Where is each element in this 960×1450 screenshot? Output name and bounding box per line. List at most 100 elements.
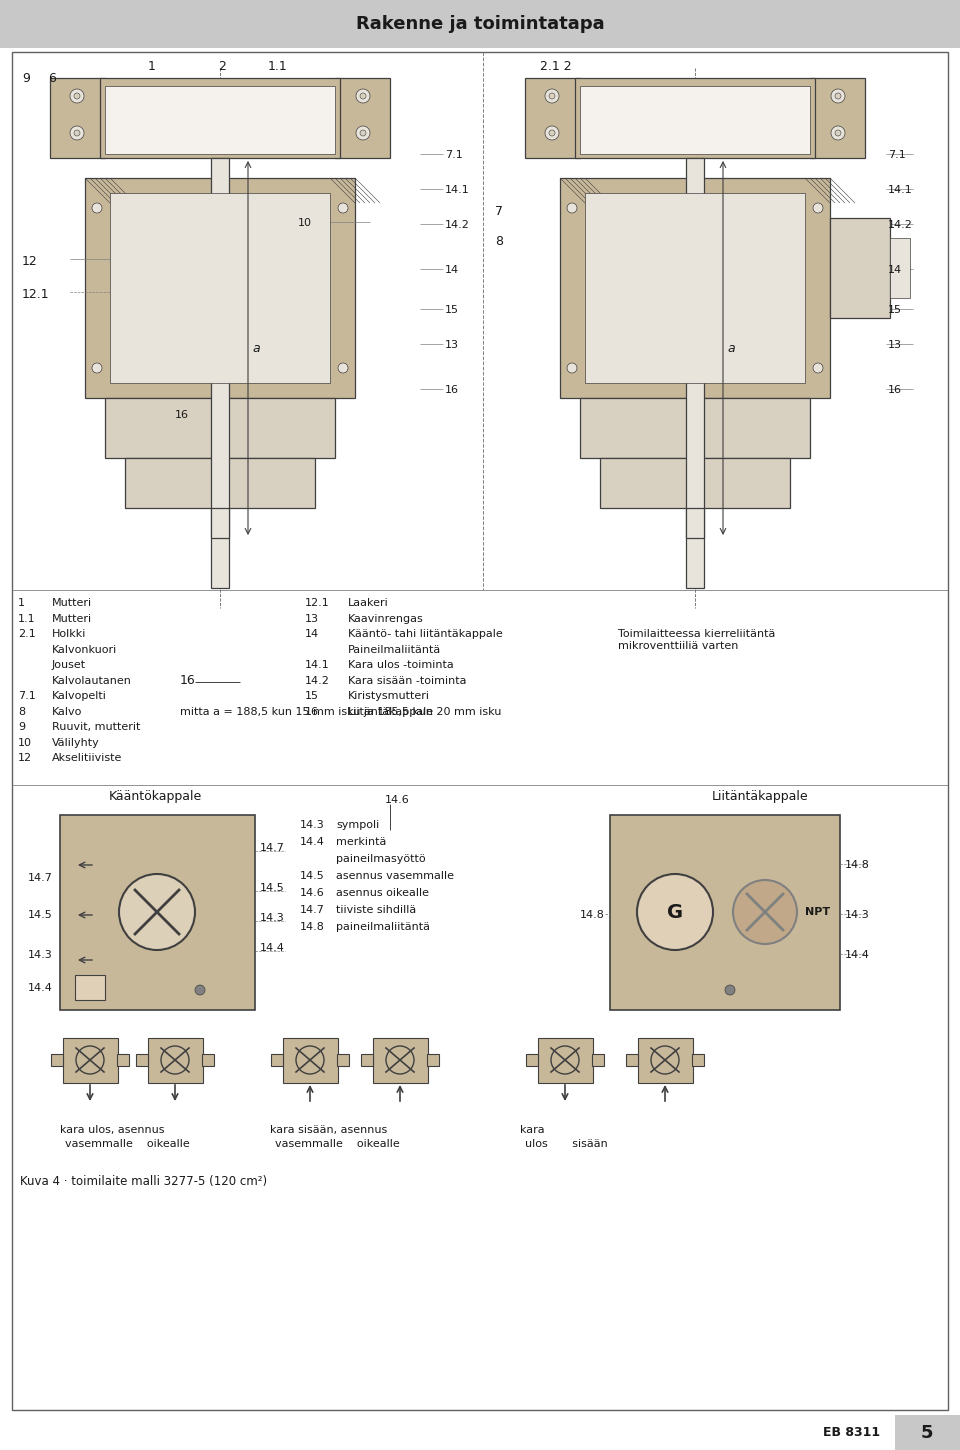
Text: 16: 16: [888, 386, 902, 394]
Text: 14.1: 14.1: [305, 660, 329, 670]
Text: 2.1: 2.1: [18, 629, 36, 639]
Text: 14.4: 14.4: [28, 983, 53, 993]
Bar: [0, 1415, 960, 1450]
Circle shape: [338, 203, 348, 213]
Circle shape: [545, 88, 559, 103]
Bar: [63, 1038, 118, 1083]
Text: 10: 10: [298, 218, 312, 228]
Text: merkintä: merkintä: [336, 837, 386, 847]
Circle shape: [74, 93, 80, 99]
Circle shape: [567, 362, 577, 373]
Bar: [560, 178, 830, 397]
Circle shape: [637, 874, 713, 950]
Circle shape: [835, 130, 841, 136]
Bar: [638, 1038, 693, 1083]
Text: 14.3: 14.3: [260, 914, 285, 924]
Text: 14.8: 14.8: [300, 922, 324, 932]
Text: 9: 9: [18, 722, 25, 732]
Text: 14.3: 14.3: [28, 950, 53, 960]
Text: sympoli: sympoli: [336, 821, 379, 829]
Text: 16: 16: [305, 706, 319, 716]
Text: Holkki: Holkki: [52, 629, 86, 639]
Text: 5: 5: [921, 1424, 933, 1441]
Text: 14: 14: [445, 265, 459, 276]
Text: Kaavinrengas: Kaavinrengas: [348, 613, 423, 624]
Circle shape: [356, 88, 370, 103]
Text: Kara sisään -toiminta: Kara sisään -toiminta: [348, 676, 467, 686]
Text: 7.1: 7.1: [18, 692, 36, 700]
Text: 12: 12: [22, 255, 37, 268]
Text: 13: 13: [888, 339, 902, 349]
Text: 8: 8: [18, 706, 25, 716]
Text: 8: 8: [495, 235, 503, 248]
Text: 1.1: 1.1: [268, 59, 288, 72]
Circle shape: [831, 126, 845, 141]
Circle shape: [567, 203, 577, 213]
Text: paineilmaliitäntä: paineilmaliitäntä: [336, 922, 430, 932]
Text: Paineilmaliitäntä: Paineilmaliitäntä: [348, 644, 442, 654]
Text: 12: 12: [18, 753, 32, 763]
Bar: [283, 1038, 338, 1083]
Text: Kalvopelti: Kalvopelti: [52, 692, 107, 700]
Bar: [686, 507, 704, 538]
Bar: [117, 1054, 129, 1066]
Text: Rakenne ja toimintatapa: Rakenne ja toimintatapa: [356, 14, 604, 33]
Bar: [211, 158, 229, 589]
Text: NPT: NPT: [805, 908, 830, 916]
Circle shape: [74, 130, 80, 136]
Text: 14.7: 14.7: [300, 905, 324, 915]
Text: 16: 16: [445, 386, 459, 394]
Text: a: a: [727, 342, 734, 354]
Text: 14: 14: [888, 265, 902, 276]
Circle shape: [338, 362, 348, 373]
Text: 14.7: 14.7: [28, 873, 53, 883]
Text: 13: 13: [445, 339, 459, 349]
Text: 2: 2: [218, 59, 226, 72]
Text: Kara ulos -toiminta: Kara ulos -toiminta: [348, 660, 454, 670]
Text: Liitäntäkappale: Liitäntäkappale: [348, 706, 434, 716]
Bar: [75, 974, 105, 1000]
Text: kara: kara: [520, 1125, 544, 1135]
Text: 14.2: 14.2: [888, 220, 913, 231]
Bar: [125, 458, 315, 507]
Text: Mutteri: Mutteri: [52, 613, 92, 624]
Bar: [105, 397, 335, 458]
Text: 7.1: 7.1: [888, 149, 905, 160]
Text: 14.5: 14.5: [300, 871, 324, 882]
Text: Kalvo: Kalvo: [52, 706, 83, 716]
Text: 12.1: 12.1: [22, 289, 50, 302]
Bar: [600, 458, 790, 507]
Bar: [525, 78, 580, 158]
Text: 14.2: 14.2: [305, 676, 330, 686]
Text: 14.4: 14.4: [260, 942, 285, 953]
Bar: [148, 1038, 203, 1083]
Text: a: a: [252, 342, 259, 354]
Text: Jouset: Jouset: [52, 660, 86, 670]
Circle shape: [831, 88, 845, 103]
Circle shape: [545, 126, 559, 141]
Text: Toimilaitteessa kierreliitäntä
mikroventtiiliä varten: Toimilaitteessa kierreliitäntä mikrovent…: [618, 629, 776, 651]
Bar: [575, 78, 815, 158]
Text: 16: 16: [180, 673, 196, 686]
Bar: [211, 507, 229, 538]
Text: asennus vasemmalle: asennus vasemmalle: [336, 871, 454, 882]
Text: 14.1: 14.1: [888, 186, 913, 194]
Bar: [85, 178, 355, 397]
Bar: [202, 1054, 214, 1066]
Circle shape: [92, 203, 102, 213]
Circle shape: [725, 985, 735, 995]
Text: vasemmalle    oikealle: vasemmalle oikealle: [275, 1140, 399, 1148]
Text: 14.1: 14.1: [445, 186, 469, 194]
Circle shape: [119, 874, 195, 950]
Text: 15: 15: [445, 304, 459, 315]
Bar: [890, 238, 910, 299]
Text: 14.4: 14.4: [845, 950, 870, 960]
Text: G: G: [667, 902, 684, 922]
Bar: [100, 78, 340, 158]
Circle shape: [70, 126, 84, 141]
Text: 14.6: 14.6: [385, 795, 410, 805]
Bar: [830, 218, 890, 318]
Text: Laakeri: Laakeri: [348, 597, 389, 608]
Text: paineilmasyöttö: paineilmasyöttö: [336, 854, 425, 864]
Circle shape: [92, 362, 102, 373]
